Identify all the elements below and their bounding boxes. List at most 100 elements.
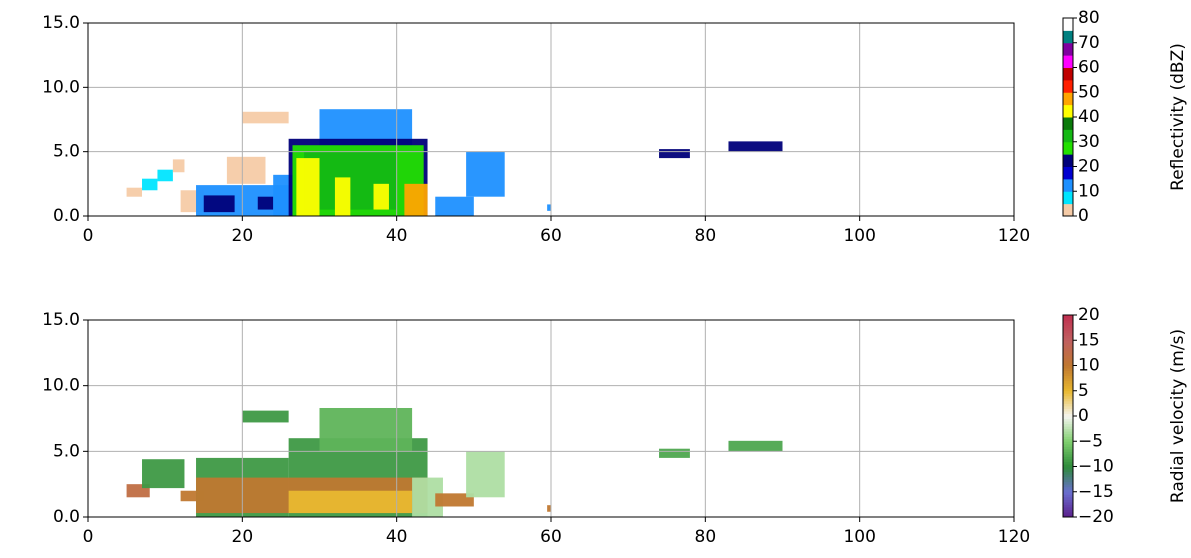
y-tick-label: 15.0 bbox=[42, 310, 80, 330]
colorbar-segment bbox=[1063, 514, 1073, 518]
colorbar-segment bbox=[1063, 476, 1073, 480]
colorbar-segment bbox=[1063, 456, 1073, 460]
echo-cell bbox=[547, 505, 551, 512]
x-tick-label: 60 bbox=[540, 226, 562, 246]
echo-cell bbox=[157, 169, 173, 182]
colorbar-segment bbox=[1063, 141, 1073, 155]
colorbar-segment bbox=[1063, 390, 1073, 394]
colorbar-segment bbox=[1063, 499, 1073, 503]
echo-cell bbox=[203, 195, 235, 213]
colorbar-segment bbox=[1063, 410, 1073, 414]
colorbar-segment bbox=[1063, 474, 1073, 478]
echo-cell bbox=[659, 149, 690, 159]
colorbar-tick-label: 30 bbox=[1078, 132, 1100, 152]
colorbar-segment bbox=[1063, 451, 1073, 455]
x-tick-label: 120 bbox=[998, 226, 1030, 246]
colorbar-tick-label: 10 bbox=[1078, 356, 1100, 376]
colorbar-segment bbox=[1063, 360, 1073, 364]
colorbar-segment bbox=[1063, 18, 1073, 31]
colorbar-tick-label: 70 bbox=[1078, 33, 1100, 53]
echo-cell bbox=[126, 187, 143, 197]
colorbar-segment bbox=[1063, 421, 1073, 425]
colorbar-segment bbox=[1063, 327, 1073, 331]
colorbar-segment bbox=[1063, 446, 1073, 450]
echo-cell bbox=[226, 156, 266, 184]
colorbar-segment bbox=[1063, 469, 1073, 473]
echo-cell bbox=[728, 141, 783, 152]
x-tick-label: 40 bbox=[386, 527, 408, 547]
colorbar-tick-label: 50 bbox=[1078, 82, 1100, 102]
colorbar-segment bbox=[1063, 325, 1073, 329]
colorbar-segment bbox=[1063, 347, 1073, 351]
colorbar-segment bbox=[1063, 154, 1073, 167]
y-tick-label: 15.0 bbox=[42, 13, 80, 33]
colorbar-label: Reflectivity (dBZ) bbox=[1168, 43, 1188, 191]
plot-frame bbox=[87, 22, 1015, 217]
echo-cell bbox=[466, 151, 505, 197]
colorbar-segment bbox=[1063, 342, 1073, 346]
colorbar-segment bbox=[1063, 479, 1073, 483]
echo-cell bbox=[334, 177, 351, 216]
echo-cell bbox=[172, 159, 185, 173]
x-tick-label: 100 bbox=[843, 226, 875, 246]
colorbar-tick-label: 40 bbox=[1078, 107, 1100, 127]
colorbar-segment bbox=[1063, 383, 1073, 387]
colorbar-segment bbox=[1063, 380, 1073, 384]
colorbar-segment bbox=[1063, 42, 1073, 56]
colorbar-segment bbox=[1063, 496, 1073, 500]
colorbar-segment bbox=[1063, 365, 1073, 369]
colorbar-segment bbox=[1063, 55, 1073, 68]
y-tick-label: 5.0 bbox=[53, 441, 80, 461]
colorbar-tick-label: 5 bbox=[1078, 381, 1089, 401]
colorbar-segment bbox=[1063, 315, 1073, 319]
x-tick-label: 100 bbox=[843, 527, 875, 547]
colorbar-segment bbox=[1063, 484, 1073, 488]
colorbar-segment bbox=[1063, 30, 1073, 44]
x-tick-label: 0 bbox=[83, 527, 94, 547]
colorbar-segment bbox=[1063, 388, 1073, 392]
colorbar-segment bbox=[1063, 373, 1073, 377]
colorbar-segment bbox=[1063, 335, 1073, 339]
colorbar-segment bbox=[1063, 405, 1073, 409]
colorbar-segment bbox=[1063, 191, 1073, 205]
echo-cell bbox=[547, 204, 551, 211]
colorbar-segment bbox=[1063, 481, 1073, 485]
x-tick-label: 0 bbox=[83, 226, 94, 246]
plot-frame bbox=[87, 319, 1015, 518]
colorbar-segment bbox=[1063, 330, 1073, 334]
colorbar-segment bbox=[1063, 322, 1073, 326]
colorbar-segment bbox=[1063, 332, 1073, 336]
x-tick-label: 20 bbox=[232, 226, 254, 246]
colorbar-segment bbox=[1063, 368, 1073, 372]
colorbar-segment bbox=[1063, 79, 1073, 93]
colorbar-tick-label: 80 bbox=[1078, 8, 1100, 28]
colorbar-segment bbox=[1063, 355, 1073, 359]
y-tick-label: 0.0 bbox=[53, 206, 80, 226]
colorbar-segment bbox=[1063, 166, 1073, 180]
echo-cell bbox=[180, 490, 204, 502]
colorbar-segment bbox=[1063, 418, 1073, 422]
colorbar-segment bbox=[1063, 461, 1073, 465]
colorbar-segment bbox=[1063, 463, 1073, 467]
colorbar-segment bbox=[1063, 398, 1073, 402]
colorbar-segment bbox=[1063, 403, 1073, 407]
colorbar-segment bbox=[1063, 491, 1073, 495]
echo-cell bbox=[142, 459, 185, 489]
colorbar-segment bbox=[1063, 448, 1073, 452]
colorbar-segment bbox=[1063, 511, 1073, 515]
colorbar-tick-label: 15 bbox=[1078, 330, 1100, 350]
colorbar-segment bbox=[1063, 350, 1073, 354]
colorbar-segment bbox=[1063, 431, 1073, 435]
y-tick-label: 10.0 bbox=[42, 376, 80, 396]
colorbar-segment bbox=[1063, 436, 1073, 440]
colorbar-segment bbox=[1063, 67, 1073, 81]
echo-cell bbox=[319, 407, 413, 452]
echo-cell bbox=[242, 111, 289, 124]
colorbar-segment bbox=[1063, 362, 1073, 366]
colorbar-segment bbox=[1063, 352, 1073, 356]
colorbar-segment bbox=[1063, 378, 1073, 382]
colorbar-segment bbox=[1063, 433, 1073, 437]
colorbar-segment bbox=[1063, 413, 1073, 417]
colorbar-segment bbox=[1063, 509, 1073, 513]
colorbar-tick-label: −20 bbox=[1078, 507, 1114, 527]
